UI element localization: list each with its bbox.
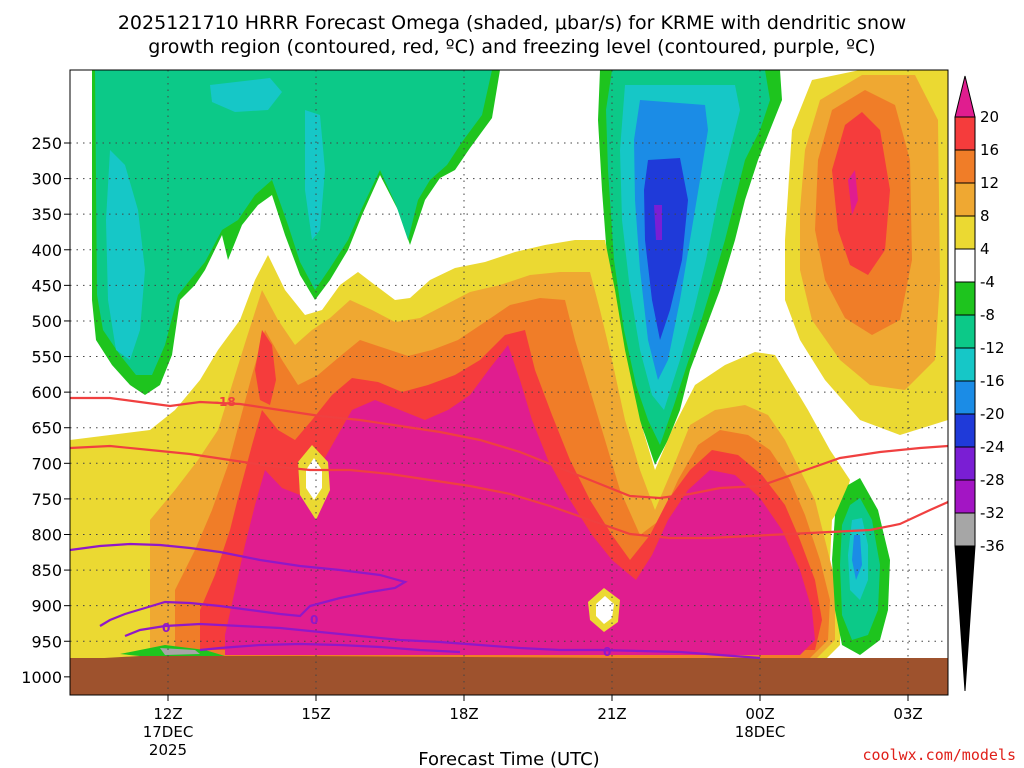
omega-region-lower-right xyxy=(832,478,890,655)
y-tick-label: 550 xyxy=(31,348,62,367)
y-axis: 250 300 350 400 450 500 550 600 650 700 750 800 850 9… xyxy=(21,134,70,687)
colorbar-swatch xyxy=(954,215,976,250)
freezing-level-contours xyxy=(70,542,761,660)
freezing-contour-label-1: 0 xyxy=(162,621,170,635)
y-tick-label: 400 xyxy=(31,241,62,260)
y-tick-label: 600 xyxy=(31,383,62,402)
x-tick-label: 12Z xyxy=(153,705,182,723)
gridlines xyxy=(70,70,948,695)
colorbar-label: 16 xyxy=(980,141,999,159)
y-tick-label: 750 xyxy=(31,490,62,509)
y-tick-label: 900 xyxy=(31,597,62,616)
colorbar: 20 16 12 8 4 -4 -8 -12 -16 -20 -24 -28 -32 -36 xyxy=(954,75,1005,692)
colorbar-label: -16 xyxy=(980,372,1005,390)
omega-shade-minus8 xyxy=(95,70,492,375)
omega-lr-minus16 xyxy=(852,535,862,580)
colorbar-swatch xyxy=(954,149,976,184)
omega-plume-minus20 xyxy=(644,158,688,340)
colorbar-label: 8 xyxy=(980,207,990,225)
colorbar-swatch xyxy=(954,413,976,448)
colorbar-label: -36 xyxy=(980,537,1005,555)
y-tick-label: 500 xyxy=(31,312,62,331)
omega-shade-minus12-mid xyxy=(305,110,325,240)
plot-frame xyxy=(69,69,949,696)
chart-title-line-1: 2025121710 HRRR Forecast Omega (shaded, … xyxy=(118,12,906,34)
x-tick-label: 00Z xyxy=(745,705,774,723)
dgz-contour-label: -18 xyxy=(214,395,236,409)
ground-surface-edge xyxy=(70,656,948,662)
x-axis-label: Forecast Time (UTC) xyxy=(418,749,599,768)
colorbar-swatch xyxy=(954,479,976,514)
credit-text: coolwx.com/models xyxy=(862,746,1016,764)
colorbar-label: -12 xyxy=(980,339,1005,357)
colorbar-bottom-arrow xyxy=(954,545,976,692)
omega-ur-shade-16 xyxy=(832,112,890,275)
freezing-contour-label-3: 0 xyxy=(603,645,611,659)
omega-region-upper-left xyxy=(92,70,500,395)
colorbar-label: 12 xyxy=(980,174,999,192)
dgz-contours xyxy=(70,396,948,540)
x-tick-label: 15Z xyxy=(301,705,330,723)
x-tick-label: 21Z xyxy=(597,705,626,723)
omega-hole-15z-600mb-inner xyxy=(306,458,322,500)
y-tick-label: 350 xyxy=(31,205,62,224)
colorbar-swatch xyxy=(954,182,976,217)
omega-region-upper-right xyxy=(785,70,948,435)
y-tick-label: 1000 xyxy=(21,668,62,687)
colorbar-label: 4 xyxy=(980,240,990,258)
dgz-contour-lower xyxy=(70,444,948,540)
omega-ur-shade-20 xyxy=(848,170,858,215)
x-tick-label: 03Z xyxy=(893,705,922,723)
y-tick-label: 800 xyxy=(31,525,62,544)
x-tick-label: 18Z xyxy=(449,705,478,723)
colorbar-swatch xyxy=(954,380,976,415)
freezing-contour-label-2: 0 xyxy=(310,613,318,627)
y-tick-label: 250 xyxy=(31,134,62,153)
x-tick-date-label: 18DEC xyxy=(735,723,786,741)
colorbar-swatch xyxy=(954,281,976,316)
colorbar-swatch xyxy=(954,116,976,151)
colorbar-swatch xyxy=(954,248,976,283)
colorbar-top-arrow xyxy=(954,75,976,118)
x-tick-year-label: 2025 xyxy=(149,741,187,759)
dgz-contour-upper xyxy=(70,396,948,500)
freezing-contour-upper xyxy=(70,542,408,627)
colorbar-label: -4 xyxy=(980,273,995,291)
plot-area: -18 0 0 0 xyxy=(70,70,948,695)
colorbar-label: -32 xyxy=(980,504,1005,522)
colorbar-label: -20 xyxy=(980,405,1005,423)
colorbar-label: -24 xyxy=(980,438,1005,456)
omega-region-upper-middle xyxy=(598,70,782,465)
omega-shade-minus12-top xyxy=(210,78,282,112)
y-tick-label: 850 xyxy=(31,561,62,580)
freezing-contour-middle xyxy=(124,622,761,660)
colorbar-label: 20 xyxy=(980,108,999,126)
colorbar-swatch xyxy=(954,347,976,382)
y-tick-label: 700 xyxy=(31,454,62,473)
omega-hole-21z-850mb-inner xyxy=(596,596,614,624)
colorbar-swatch xyxy=(954,446,976,481)
y-tick-label: 950 xyxy=(31,632,62,651)
colorbar-swatch xyxy=(954,512,976,547)
omega-near-surface-patch-inner xyxy=(160,648,200,655)
chart-title-line-2: growth region (contoured, red, ºC) and f… xyxy=(148,36,875,58)
y-tick-label: 650 xyxy=(31,419,62,438)
omega-region-main-positive xyxy=(70,240,850,665)
omega-shade-16-upper-cell xyxy=(255,330,276,405)
x-tick-date-label: 17DEC xyxy=(143,723,194,741)
omega-shade-minus12 xyxy=(106,150,145,360)
colorbar-swatch xyxy=(954,314,976,349)
y-tick-label: 300 xyxy=(31,170,62,189)
colorbar-label: -8 xyxy=(980,306,995,324)
y-tick-label: 450 xyxy=(31,276,62,295)
freezing-contour-lower xyxy=(199,642,461,654)
colorbar-label: -28 xyxy=(980,471,1005,489)
ground-below-surface xyxy=(70,658,948,695)
